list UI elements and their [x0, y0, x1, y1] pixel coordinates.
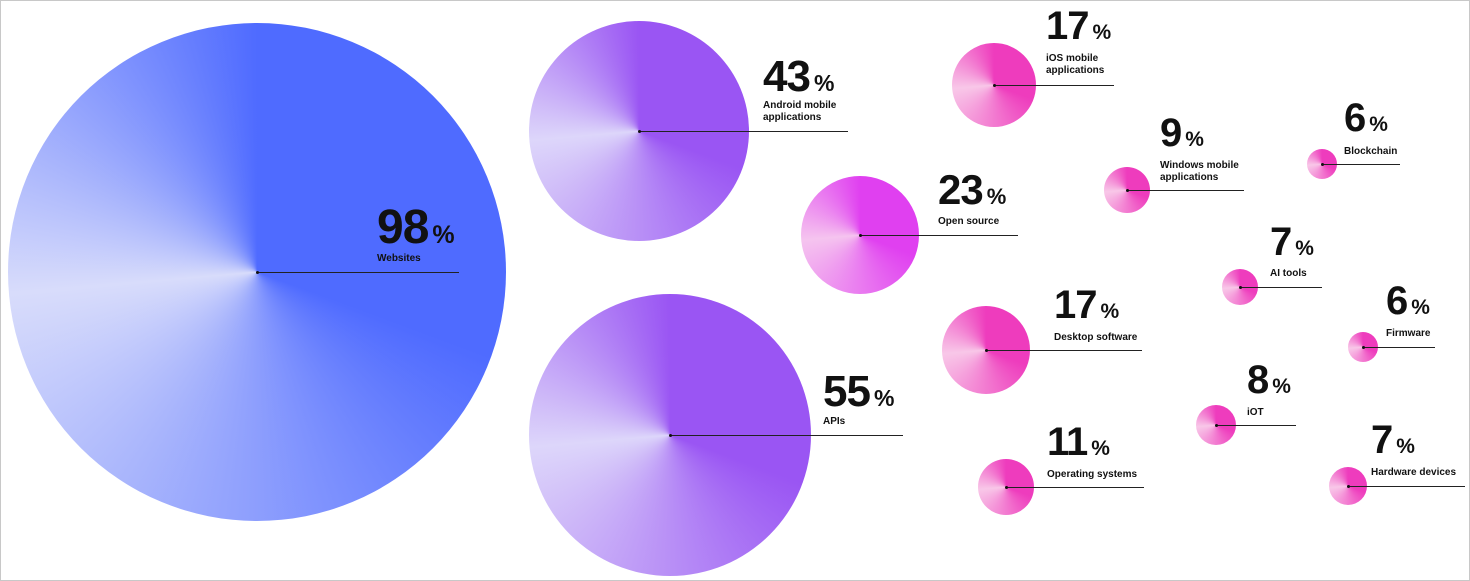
value-number: 43: [763, 52, 811, 101]
percent-sign: %: [1295, 237, 1314, 260]
percent-sign: %: [1100, 300, 1120, 323]
percent-sign: %: [1092, 21, 1112, 44]
category-label-8: AI tools: [1270, 268, 1307, 279]
value-number: 17: [1046, 4, 1089, 48]
percent-sign: %: [873, 385, 895, 411]
value-label-12: 7%: [1371, 420, 1415, 460]
leader-line-0: [257, 272, 459, 273]
value-label-8: 7%: [1270, 222, 1314, 262]
value-number: 23: [938, 166, 984, 213]
value-label-3: 23%: [938, 169, 1006, 211]
leader-line-3: [860, 235, 1018, 236]
leader-line-1: [639, 131, 848, 132]
percent-sign: %: [1272, 375, 1291, 398]
category-label-0: Websites: [377, 253, 421, 264]
category-label-12: Hardware devices: [1371, 467, 1457, 478]
category-label-4: Desktop software: [1054, 332, 1138, 343]
center-dot-1: [638, 130, 641, 133]
leader-line-5: [994, 85, 1114, 86]
leader-line-4: [986, 350, 1142, 351]
percent-sign: %: [986, 184, 1007, 209]
value-number: 11: [1047, 420, 1088, 464]
leader-line-6: [1006, 487, 1144, 488]
center-dot-4: [985, 349, 988, 352]
percent-sign: %: [1411, 296, 1430, 319]
center-dot-11: [1362, 346, 1365, 349]
value-number: 7: [1270, 220, 1292, 264]
value-number: 7: [1371, 418, 1393, 462]
category-label-10: Blockchain: [1344, 146, 1398, 157]
value-number: 6: [1386, 279, 1408, 323]
leader-line-7: [1127, 190, 1244, 191]
value-number: 55: [823, 367, 871, 416]
center-dot-7: [1126, 189, 1129, 192]
category-label-3: Open source: [938, 216, 1000, 227]
category-label-6: Operating systems: [1047, 469, 1138, 480]
percent-sign: %: [1185, 128, 1204, 151]
leader-line-10: [1322, 164, 1400, 165]
value-number: 8: [1247, 358, 1269, 402]
center-dot-5: [993, 84, 996, 87]
leader-line-12: [1348, 486, 1465, 487]
value-label-0: 98%: [377, 204, 455, 252]
value-label-2: 55%: [823, 370, 894, 414]
center-dot-10: [1321, 163, 1324, 166]
value-label-5: 17%: [1046, 6, 1111, 46]
leader-line-11: [1363, 347, 1435, 348]
center-dot-8: [1239, 286, 1242, 289]
percent-sign: %: [1369, 113, 1388, 136]
value-number: 98: [377, 201, 429, 254]
leader-line-8: [1240, 287, 1322, 288]
value-label-6: 11%: [1047, 422, 1110, 462]
percent-sign: %: [1396, 435, 1415, 458]
leader-line-9: [1216, 425, 1296, 426]
value-label-9: 8%: [1247, 360, 1291, 400]
value-label-7: 9%: [1160, 113, 1204, 153]
center-dot-3: [859, 234, 862, 237]
value-label-4: 17%: [1054, 285, 1119, 325]
value-number: 17: [1054, 283, 1097, 327]
value-label-1: 43%: [763, 55, 834, 99]
center-dot-2: [669, 434, 672, 437]
category-label-1: Android mobile applications: [763, 100, 837, 123]
leader-line-2: [670, 435, 903, 436]
category-label-11: Firmware: [1386, 328, 1431, 339]
category-label-2: APIs: [823, 416, 846, 427]
percent-sign: %: [813, 70, 835, 96]
center-dot-6: [1005, 486, 1008, 489]
center-dot-0: [256, 271, 259, 274]
category-label-9: iOT: [1247, 407, 1264, 418]
value-label-11: 6%: [1386, 281, 1430, 321]
value-number: 9: [1160, 111, 1182, 155]
value-label-10: 6%: [1344, 98, 1388, 138]
category-label-7: Windows mobile applications: [1160, 160, 1239, 183]
value-number: 6: [1344, 96, 1366, 140]
center-dot-12: [1347, 485, 1350, 488]
category-label-5: iOS mobile applications: [1046, 53, 1105, 76]
center-dot-9: [1215, 424, 1218, 427]
percent-sign: %: [432, 221, 455, 249]
percent-sign: %: [1091, 437, 1110, 460]
